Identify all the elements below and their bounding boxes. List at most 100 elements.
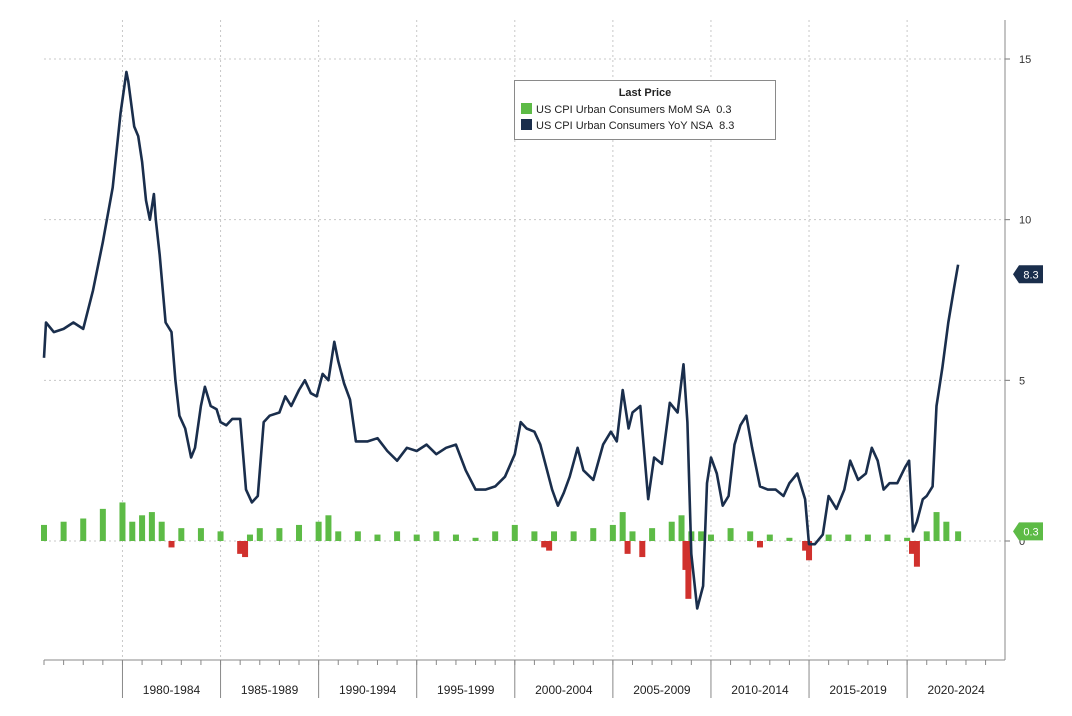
- mom-bar: [727, 528, 734, 541]
- mom-bar: [452, 534, 459, 541]
- mom-bar: [433, 531, 440, 541]
- mom-bar: [139, 515, 146, 541]
- ytick-label: 15: [1019, 54, 1031, 66]
- mom-bar: [374, 534, 381, 541]
- legend-value-yoy: 8.3: [719, 120, 735, 132]
- legend-label-yoy: US CPI Urban Consumers YoY NSA: [536, 120, 714, 132]
- grid-layer: [44, 20, 1005, 660]
- mom-bar: [668, 521, 675, 541]
- mom-bar: [60, 521, 67, 541]
- mom-bar: [492, 531, 499, 541]
- mom-bar: [178, 528, 185, 541]
- mom-bar: [864, 534, 871, 541]
- legend-title: Last Price: [618, 87, 672, 99]
- mom-bar: [242, 541, 249, 558]
- xtick-label: 1995-1999: [437, 683, 495, 697]
- mom-bar: [845, 534, 852, 541]
- mom-bar: [570, 531, 577, 541]
- mom-bar: [217, 531, 224, 541]
- mom-bars: [41, 502, 962, 599]
- mom-bar: [237, 541, 244, 554]
- mom-bar: [619, 512, 626, 541]
- mom-bar: [246, 534, 253, 541]
- legend-swatch-yoy: [521, 119, 532, 130]
- mom-bar: [129, 521, 136, 541]
- mom-bar: [913, 541, 920, 567]
- mom-bar: [168, 541, 175, 548]
- mom-bar: [685, 541, 692, 599]
- axes-layer: 15 10 5 0 1980-1984 1985-1989 1990-1994 1995-19…: [43, 20, 1043, 698]
- mom-bar: [354, 531, 361, 541]
- ytick-label: 0: [1019, 536, 1025, 548]
- last-value-tag-mom: 0.3: [1013, 522, 1043, 541]
- xtick-label: 1985-1989: [241, 683, 299, 697]
- mom-bar: [943, 521, 950, 541]
- mom-bar: [698, 531, 705, 541]
- tag-shape: [1013, 522, 1043, 541]
- xtick-label: 2020-2024: [927, 683, 985, 697]
- mom-bar: [590, 528, 597, 541]
- ytick-label: 10: [1019, 215, 1031, 227]
- mom-bar: [99, 508, 106, 541]
- mom-bar: [325, 515, 332, 541]
- mom-bar: [884, 534, 891, 541]
- mom-bar: [909, 541, 916, 554]
- legend-label-mom: US CPI Urban Consumers MoM SA: [536, 104, 711, 116]
- mom-bar: [511, 524, 518, 541]
- mom-bar: [148, 512, 155, 541]
- mom-bar: [531, 531, 538, 541]
- mom-bar: [786, 537, 793, 541]
- xtick-label: 1990-1994: [339, 683, 397, 697]
- mom-bar: [197, 528, 204, 541]
- mom-bar: [158, 521, 165, 541]
- mom-bar: [624, 541, 631, 554]
- legend-entry-mom: US CPI Urban Consumers MoM SA 0.3: [521, 103, 732, 116]
- mom-bar: [904, 537, 911, 541]
- mom-bar: [394, 531, 401, 541]
- mom-bar: [629, 531, 636, 541]
- mom-bar: [335, 531, 342, 541]
- mom-bar: [472, 537, 479, 541]
- mom-bar: [649, 528, 656, 541]
- mom-bar: [707, 534, 714, 541]
- mom-bar: [678, 515, 685, 541]
- mom-bar: [747, 531, 754, 541]
- tag-label: 0.3: [1023, 526, 1038, 538]
- xtick-label: 2015-2019: [829, 683, 887, 697]
- legend-value-mom: 0.3: [716, 104, 732, 116]
- mom-bar: [802, 541, 809, 551]
- tag-label: 8.3: [1023, 269, 1038, 281]
- mom-bar: [315, 521, 322, 541]
- mom-bar: [541, 541, 548, 548]
- mom-bar: [80, 518, 87, 541]
- last-value-tag-yoy: 8.3: [1013, 265, 1043, 284]
- mom-bar: [551, 531, 558, 541]
- mom-bar: [413, 534, 420, 541]
- tag-shape: [1013, 265, 1043, 284]
- mom-bar: [256, 528, 263, 541]
- mom-bar: [119, 502, 126, 541]
- mom-bar: [546, 541, 553, 551]
- xtick-label: 2000-2004: [535, 683, 593, 697]
- mom-bar: [276, 528, 283, 541]
- mom-bar: [933, 512, 940, 541]
- mom-bar: [923, 531, 930, 541]
- mom-bar: [825, 534, 832, 541]
- legend-entry-yoy: US CPI Urban Consumers YoY NSA 8.3: [521, 119, 734, 132]
- mom-bar: [609, 524, 616, 541]
- yoy-line: [42, 70, 960, 610]
- mom-bar: [806, 541, 813, 561]
- mom-bar: [756, 541, 763, 548]
- mom-bar: [639, 541, 646, 558]
- mom-bar: [766, 534, 773, 541]
- mom-bar: [296, 524, 303, 541]
- ytick-label: 5: [1019, 375, 1025, 387]
- legend-swatch-mom: [521, 103, 532, 114]
- xtick-label: 2005-2009: [633, 683, 691, 697]
- xtick-label: 2010-2014: [731, 683, 789, 697]
- yoy-line-layer: [42, 70, 960, 610]
- mom-bar: [955, 531, 962, 541]
- legend: Last Price US CPI Urban Consumers MoM SA…: [514, 80, 776, 140]
- xtick-label: 1980-1984: [143, 683, 201, 697]
